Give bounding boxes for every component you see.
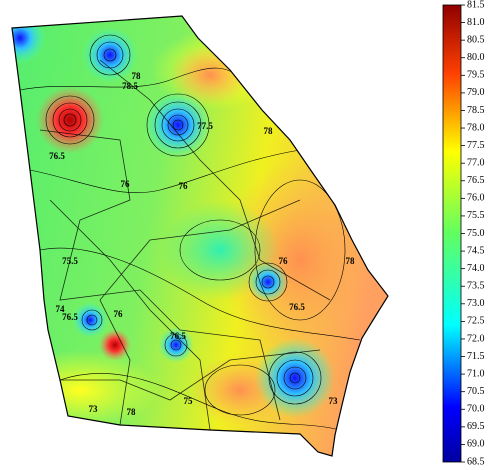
contour-label: 77.5: [197, 121, 213, 131]
colorbar-tick-label: 76.0: [467, 193, 485, 204]
colorbar-tick-label: 72.0: [467, 333, 485, 344]
temperature-surface: [12, 16, 388, 456]
colorbar-tick-label: 77.5: [467, 140, 485, 151]
colorbar-tick-label: 81.5: [467, 0, 485, 10]
colorbar-tick-label: 74.5: [467, 245, 485, 256]
colorbar-tick-label: 81.0: [467, 17, 485, 28]
contour-label: 75: [184, 396, 194, 406]
colorbar-tick-label: 78.0: [467, 122, 485, 133]
contour-label: 76.5: [289, 302, 305, 312]
colorbar-tick-label: 76.5: [467, 175, 485, 186]
colorbar-tick-label: 79.5: [467, 70, 485, 81]
colorbar-tick-label: 69.5: [467, 421, 485, 432]
contour-label: 74: [56, 304, 66, 314]
contour-label: 76: [179, 181, 189, 191]
colorbar-tick-label: 80.0: [467, 52, 485, 63]
colorbar-tick-label: 73.0: [467, 298, 485, 309]
colorbar-tick-label: 69.0: [467, 439, 485, 450]
colorbar-tick-label: 72.5: [467, 316, 485, 327]
colorbar-tick-label: 71.0: [467, 368, 485, 379]
colorbar-tick-label: 70.5: [467, 386, 485, 397]
contour-label: 76.5: [49, 151, 65, 161]
colorbar-tick-label: 74.0: [467, 263, 485, 274]
colorbar-tick-label: 77.0: [467, 157, 485, 168]
colorbar-tick-label: 80.5: [467, 34, 485, 45]
contour-label: 78: [346, 256, 356, 266]
colorbar: [442, 4, 462, 463]
colorbar-tick-label: 68.5: [467, 456, 485, 467]
contour-label: 78.5: [122, 81, 138, 91]
contour-label: 76.5: [170, 331, 186, 341]
colorbar-tick-label: 75.0: [467, 228, 485, 239]
colorbar-tick-label: 78.5: [467, 105, 485, 116]
colorbar-tick-label: 71.5: [467, 351, 485, 362]
contour-label: 76: [121, 179, 131, 189]
colorbar-tick-label: 70.0: [467, 404, 485, 415]
contour-label: 73: [329, 396, 339, 406]
contour-label: 76.5: [62, 312, 78, 322]
contour-label: 76: [114, 309, 124, 319]
colorbar-tick-label: 79.0: [467, 87, 485, 98]
contour-label: 75.5: [62, 256, 78, 266]
colorbar-tick-label: 75.5: [467, 210, 485, 221]
contour-label: 78: [127, 407, 137, 417]
contour-label: 76: [279, 256, 289, 266]
contour-label: 73: [89, 404, 99, 414]
contour-label: 78: [264, 126, 274, 136]
colorbar-tick-label: 73.5: [467, 281, 485, 292]
contour-label: 78: [132, 71, 142, 81]
